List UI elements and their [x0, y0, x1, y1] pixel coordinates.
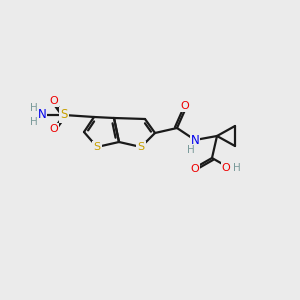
- Text: O: O: [50, 96, 58, 106]
- Text: O: O: [181, 101, 189, 111]
- Text: H: H: [187, 145, 195, 155]
- Text: N: N: [190, 134, 200, 146]
- Text: N: N: [38, 109, 46, 122]
- Text: S: S: [137, 142, 145, 152]
- Text: O: O: [190, 164, 200, 174]
- Text: S: S: [60, 109, 68, 122]
- Text: H: H: [233, 163, 241, 173]
- Text: O: O: [222, 163, 230, 173]
- Text: S: S: [93, 142, 100, 152]
- Text: H: H: [30, 117, 38, 127]
- Text: O: O: [50, 124, 58, 134]
- Text: H: H: [30, 103, 38, 113]
